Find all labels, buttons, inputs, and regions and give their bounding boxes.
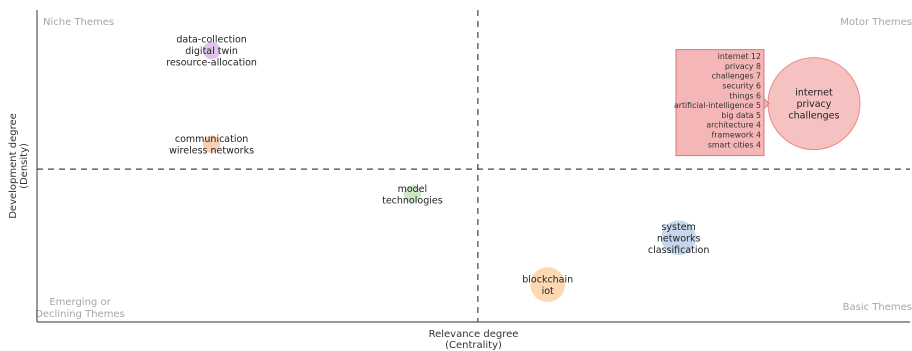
tooltip-item: smart cities 4 xyxy=(708,140,761,149)
tooltip-item: things 6 xyxy=(729,91,761,100)
quadrant-label-motor: Motor Themes xyxy=(840,17,912,28)
cluster-label: model xyxy=(398,184,428,195)
cluster-label: iot xyxy=(542,286,554,297)
x-axis-title: Relevance degree xyxy=(429,329,519,340)
cluster-label: challenges xyxy=(788,111,839,122)
axis-titles: Relevance degree(Centrality) Development … xyxy=(8,113,518,351)
cluster-bubble[interactable] xyxy=(403,185,422,203)
tooltip-item: architecture 4 xyxy=(706,121,761,130)
cluster-label: digital twin xyxy=(185,46,238,57)
y-axis-title: (Density) xyxy=(19,143,30,189)
tooltip-item: framework 4 xyxy=(712,131,761,140)
tooltip-item: security 6 xyxy=(722,82,761,91)
y-axis-title: Development degree xyxy=(8,113,19,219)
tooltip-pointer xyxy=(763,97,770,110)
cluster-label: networks xyxy=(657,233,701,244)
cluster-label: technologies xyxy=(382,195,443,206)
cluster-bubble[interactable] xyxy=(530,267,566,302)
cluster-label: data-collection xyxy=(176,35,246,46)
cluster-label: wireless networks xyxy=(169,145,254,156)
x-axis-title: (Centrality) xyxy=(445,340,502,351)
cluster-bubble[interactable] xyxy=(202,41,221,60)
axes xyxy=(36,10,910,323)
quadrant-label-emerging: Declining Themes xyxy=(35,309,125,320)
quadrant-label-basic: Basic Themes xyxy=(843,302,912,313)
cluster-bubbles xyxy=(202,41,861,302)
cluster-label: resource-allocation xyxy=(166,58,257,69)
cluster-bubble[interactable] xyxy=(202,135,221,153)
quadrant-labels: Niche Themes Motor Themes Emerging orDecli… xyxy=(35,17,912,320)
quadrant-label-emerging: Emerging or xyxy=(49,297,111,308)
cluster-bubble[interactable] xyxy=(661,220,697,256)
cluster-label: blockchain xyxy=(522,274,573,285)
tooltip-item: privacy 8 xyxy=(725,62,761,71)
quadrant-label-niche: Niche Themes xyxy=(43,17,114,28)
cluster-label: privacy xyxy=(797,99,832,110)
tooltip-item: challenges 7 xyxy=(712,72,761,81)
cluster-label: internet xyxy=(795,88,833,99)
tooltip-item: big data 5 xyxy=(721,111,761,120)
cluster-label: system xyxy=(661,222,695,233)
tooltip-item: internet 12 xyxy=(718,52,761,61)
tooltip-item: artificial-intelligence 5 xyxy=(674,101,761,110)
cluster-label: communication xyxy=(175,134,248,145)
cluster-label: classification xyxy=(648,245,709,256)
